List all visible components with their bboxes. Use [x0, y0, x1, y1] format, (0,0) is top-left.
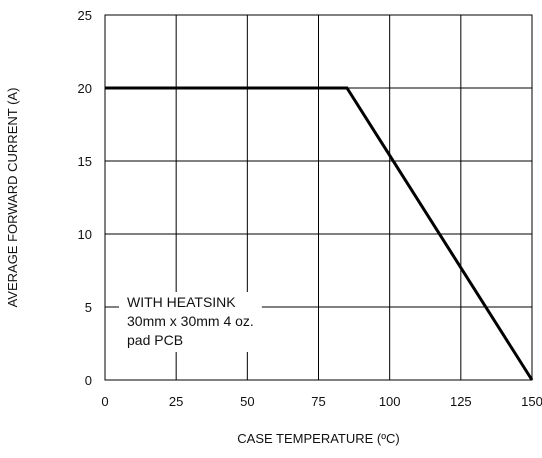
x-tick-label: 125: [450, 394, 472, 409]
y-tick-label: 0: [85, 373, 92, 388]
y-tick-label: 20: [78, 81, 92, 96]
plot-frame: [104, 14, 533, 381]
annotation-line-3: pad PCB: [127, 332, 183, 348]
x-tick-label: 50: [240, 394, 254, 409]
y-tick-label: 15: [78, 154, 92, 169]
annotation-background: [119, 292, 262, 352]
annotation-line-1: WITH HEATSINK: [127, 294, 236, 310]
series: [105, 86, 534, 381]
y-tick-label: 25: [78, 8, 92, 23]
series-line: [105, 86, 534, 381]
y-tick-label: 5: [85, 300, 92, 315]
x-tick-label: 75: [311, 394, 325, 409]
x-tick-label: 150: [521, 394, 542, 409]
y-tick-label: 10: [78, 227, 92, 242]
x-axis-title: CASE TEMPERATURE (ºC): [237, 431, 399, 446]
x-tick-label: 25: [169, 394, 183, 409]
x-tick-label: 100: [379, 394, 401, 409]
tick-labels: 0 25 50 75 100 125 150 0 5 10 15 20 25: [78, 8, 542, 409]
y-axis-title: AVERAGE FORWARD CURRENT (A): [5, 88, 20, 308]
x-tick-label: 0: [101, 394, 108, 409]
annotation-line-2: 30mm x 30mm 4 oz.: [127, 313, 254, 329]
